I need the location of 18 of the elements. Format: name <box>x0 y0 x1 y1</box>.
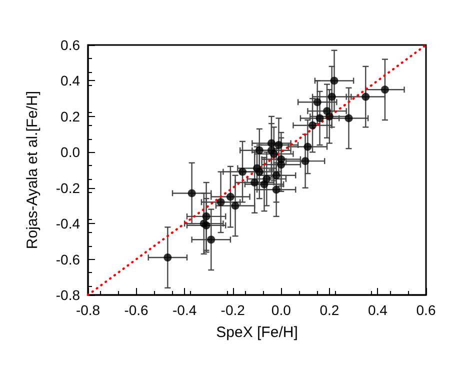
x-tick-label: -0.6 <box>124 302 149 318</box>
x-tick-label: 0.6 <box>416 302 436 318</box>
x-tick-label: 0.4 <box>368 302 388 318</box>
y-axis-title: Rojas-Ayala et al.[Fe/H] <box>24 90 41 250</box>
x-tick-label: -0.8 <box>76 302 100 318</box>
y-tick-label: 0.0 <box>60 144 80 160</box>
x-axis-title: SpeX [Fe/H] <box>216 324 298 341</box>
x-tick-label: 0.0 <box>271 302 292 318</box>
x-tick-label: -0.2 <box>220 302 246 318</box>
x-tick-label: -0.4 <box>172 302 197 318</box>
y-tick-label: -0.8 <box>56 287 80 303</box>
y-tick-label: 0.2 <box>60 108 80 124</box>
y-tick-label: 0.6 <box>60 37 80 53</box>
y-tick-label: -0.2 <box>56 180 80 196</box>
y-tick-label: -0.4 <box>56 216 80 232</box>
y-tick-label: 0.4 <box>60 72 80 89</box>
x-tick-label: 0.2 <box>320 302 340 318</box>
y-tick-label: -0.6 <box>56 251 80 268</box>
